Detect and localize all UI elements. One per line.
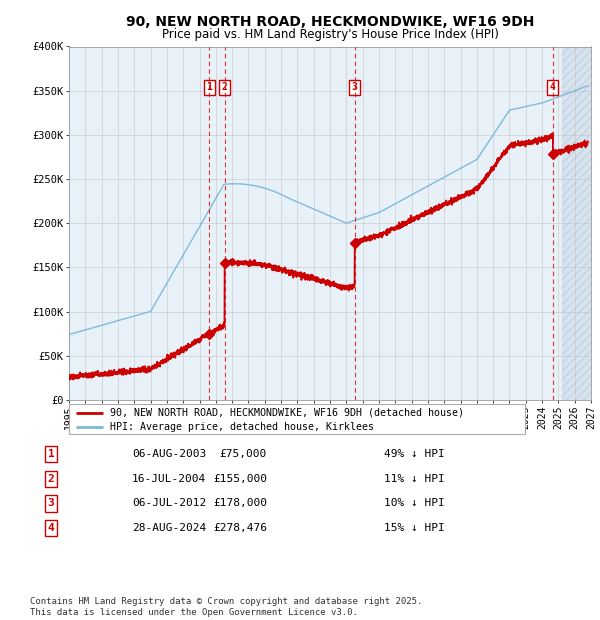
Text: 15% ↓ HPI: 15% ↓ HPI: [384, 523, 445, 533]
Text: 2: 2: [221, 82, 227, 92]
Text: 4: 4: [550, 82, 556, 92]
Text: £75,000: £75,000: [220, 449, 267, 459]
Text: Price paid vs. HM Land Registry's House Price Index (HPI): Price paid vs. HM Land Registry's House …: [161, 28, 499, 41]
Text: 28-AUG-2024: 28-AUG-2024: [132, 523, 206, 533]
Text: 4: 4: [47, 523, 55, 533]
Text: 3: 3: [47, 498, 55, 508]
Text: 90, NEW NORTH ROAD, HECKMONDWIKE, WF16 9DH (detached house): 90, NEW NORTH ROAD, HECKMONDWIKE, WF16 9…: [110, 407, 464, 418]
Text: 16-JUL-2004: 16-JUL-2004: [132, 474, 206, 484]
Text: £278,476: £278,476: [213, 523, 267, 533]
Text: 90, NEW NORTH ROAD, HECKMONDWIKE, WF16 9DH: 90, NEW NORTH ROAD, HECKMONDWIKE, WF16 9…: [126, 16, 534, 30]
FancyBboxPatch shape: [69, 404, 525, 434]
Bar: [562, 46, 591, 400]
Text: 2: 2: [47, 474, 55, 484]
Text: Contains HM Land Registry data © Crown copyright and database right 2025.
This d: Contains HM Land Registry data © Crown c…: [30, 598, 422, 617]
Text: HPI: Average price, detached house, Kirklees: HPI: Average price, detached house, Kirk…: [110, 422, 374, 432]
Text: 49% ↓ HPI: 49% ↓ HPI: [384, 449, 445, 459]
Text: 1: 1: [206, 82, 212, 92]
Text: 1: 1: [47, 449, 55, 459]
Text: 06-JUL-2012: 06-JUL-2012: [132, 498, 206, 508]
Text: £178,000: £178,000: [213, 498, 267, 508]
Text: £155,000: £155,000: [213, 474, 267, 484]
Text: 3: 3: [352, 82, 358, 92]
Bar: [562, 46, 591, 400]
Text: 10% ↓ HPI: 10% ↓ HPI: [384, 498, 445, 508]
Text: 11% ↓ HPI: 11% ↓ HPI: [384, 474, 445, 484]
Text: 06-AUG-2003: 06-AUG-2003: [132, 449, 206, 459]
